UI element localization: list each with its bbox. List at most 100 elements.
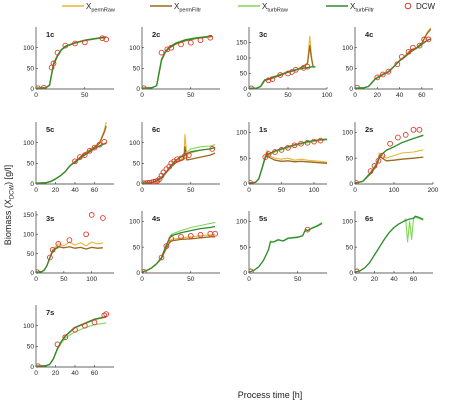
x-tick-label: 50	[60, 276, 68, 283]
dcw-point	[285, 144, 291, 151]
dcw-point	[81, 39, 88, 46]
x-tick-label: 50	[278, 187, 286, 194]
dcw-point	[277, 72, 284, 78]
dcw-point	[269, 76, 276, 82]
y-tick-label: 0	[30, 86, 34, 93]
panel-label: 1s	[259, 125, 267, 134]
panel-7s: 0 50 100 0 20 40 60 7s	[23, 305, 114, 377]
y-tick-label: 0	[30, 364, 34, 371]
x-tick-label: 40	[390, 276, 398, 283]
dcw-point	[100, 215, 106, 221]
dcw-point	[394, 61, 401, 68]
plot-area	[36, 212, 106, 273]
y-axis-title: Biomass (XDCW) [g/l]	[3, 165, 16, 245]
panel-6c: 0 50 100 0 50 6c	[129, 122, 220, 194]
series-line-turbRaw	[36, 142, 107, 184]
x-tick-label: 60	[410, 276, 418, 283]
panel-5c: 0 50 100 0 20 40 60 5c	[23, 121, 114, 194]
y-tick-label: 100	[236, 130, 247, 137]
dcw-point	[249, 268, 254, 273]
plot-area	[355, 126, 424, 184]
legend-label-sub: permRaw	[91, 8, 115, 14]
dcw-point	[66, 237, 73, 243]
dcw-point	[317, 137, 324, 144]
plot-area	[36, 35, 110, 89]
x-tick-label: 20	[52, 370, 60, 377]
y-tick-label: 50	[346, 155, 354, 162]
dcw-point	[187, 232, 194, 239]
x-tick-label: 40	[71, 187, 79, 194]
dcw-point	[36, 363, 41, 367]
legend-label-main: X	[350, 2, 356, 11]
panel-label: 3c	[259, 30, 267, 39]
dcw-point	[178, 41, 184, 48]
x-tick-label: 0	[140, 187, 144, 194]
dcw-point	[207, 34, 214, 41]
dcw-point	[291, 142, 298, 149]
panel-label: 6c	[152, 125, 160, 134]
dcw-point	[83, 231, 89, 238]
x-tick-label: 100	[322, 92, 333, 99]
y-tick-label: 50	[240, 155, 248, 162]
x-tick-label: 20	[52, 187, 60, 194]
y-tick-label: 100	[236, 219, 247, 226]
x-tick-label: 0	[34, 370, 38, 377]
dcw-point	[209, 146, 216, 152]
x-tick-label: 0	[34, 92, 38, 99]
y-tick-label: 0	[243, 86, 247, 93]
dcw-point	[380, 71, 386, 78]
series-line-turbRaw	[142, 221, 216, 273]
series-line-turbFiltr	[36, 142, 107, 184]
x-tick-label: 100	[309, 187, 320, 194]
dcw-point	[36, 85, 41, 89]
series-line-turbFiltr	[355, 134, 424, 184]
x-tick-label: 50	[187, 92, 195, 99]
y-tick-label: 100	[236, 55, 247, 62]
dcw-point	[212, 230, 218, 237]
x-tick-label: 0	[247, 276, 251, 283]
dcw-point	[72, 326, 78, 333]
x-tick-label: 0	[34, 276, 38, 283]
series-line-permRaw	[249, 149, 328, 184]
plot-area	[142, 34, 214, 89]
dcw-point	[355, 84, 361, 89]
dcw-point	[86, 148, 93, 154]
series-line-turbFiltr	[249, 66, 316, 89]
panel-label: 4s	[152, 214, 160, 223]
series-line-turbRaw	[355, 134, 424, 184]
x-tick-label: 100	[389, 187, 400, 194]
y-tick-label: 100	[342, 130, 353, 137]
series-line-permFiltr	[36, 125, 107, 184]
y-axis-title-end: ) [g/l]	[3, 165, 13, 185]
y-axis-title-main: Biomass (X	[3, 199, 13, 245]
x-tick-label: 50	[187, 187, 195, 194]
legend-label-main: X	[86, 2, 92, 11]
dcw-point	[375, 157, 382, 164]
dcw-point	[416, 126, 423, 133]
series-line-turbRaw	[142, 144, 216, 184]
dcw-point	[197, 231, 204, 238]
series-line-turbFiltr	[142, 35, 213, 89]
series-line-permFiltr	[142, 35, 213, 89]
dcw-point	[387, 140, 393, 147]
x-tick-label: 0	[353, 92, 357, 99]
dcw-point	[300, 65, 307, 71]
panel-label: 5s	[259, 214, 267, 223]
dcw-point	[178, 233, 184, 240]
y-tick-label: 0	[349, 270, 353, 277]
panel-1s: 0 50 100 0 50 100 1s	[236, 122, 328, 194]
dcw-point	[405, 48, 412, 55]
dcw-point	[160, 169, 167, 176]
y-tick-label: 50	[133, 244, 141, 251]
x-tick-label: 20	[374, 92, 382, 99]
y-tick-label: 100	[342, 219, 353, 226]
panel-label: 1c	[46, 30, 54, 39]
panel-label: 4c	[365, 30, 373, 39]
y-tick-label: 100	[342, 45, 353, 52]
panel-2s: 0 50 100 0 100 200 2s	[342, 122, 439, 194]
panel-4c: 0 50 100 0 20 40 60 4c	[342, 27, 433, 99]
y-tick-label: 0	[243, 181, 247, 188]
y-tick-label: 0	[136, 181, 140, 188]
dcw-point	[142, 85, 147, 89]
